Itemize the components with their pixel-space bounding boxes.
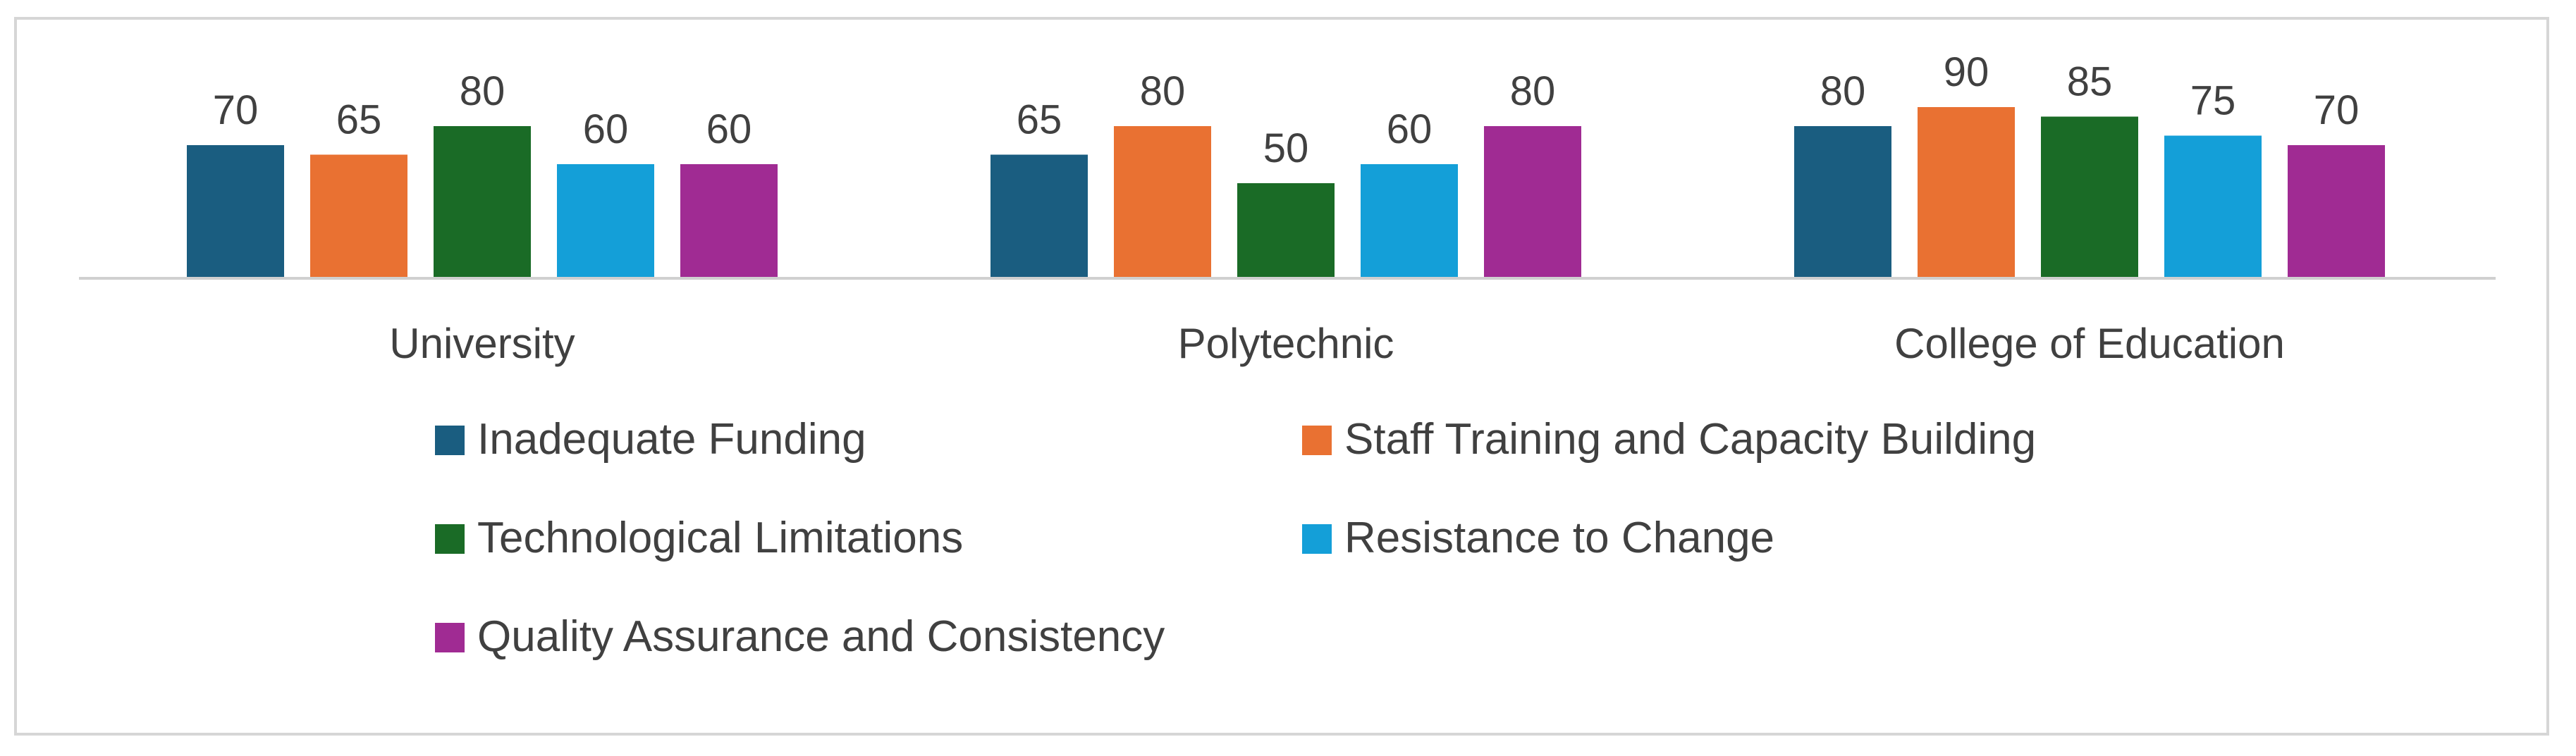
category-label-1: Polytechnic xyxy=(1178,320,1394,367)
bar-1-3 xyxy=(1361,164,1458,278)
data-labels-layer: 70 65 80 60 60 65 80 50 60 80 80 90 85 75 70 xyxy=(213,49,2360,171)
data-label-0-0: 70 xyxy=(213,87,259,133)
data-label-0-1: 65 xyxy=(336,97,382,143)
category-label-0: University xyxy=(389,320,575,367)
bar-1-4 xyxy=(1484,126,1581,278)
data-label-1-0: 65 xyxy=(1017,97,1062,143)
data-label-2-0: 80 xyxy=(1820,68,1866,114)
category-labels-layer: University Polytechnic College of Educatio… xyxy=(389,320,2285,367)
data-label-0-4: 60 xyxy=(706,106,752,152)
bar-1-2 xyxy=(1237,183,1335,278)
data-label-2-4: 70 xyxy=(2314,87,2360,133)
bar-2-3 xyxy=(2164,135,2262,278)
data-label-2-1: 90 xyxy=(1944,49,1989,95)
bar-1-0 xyxy=(990,154,1088,278)
legend: Inadequate Funding Staff Training and Cap… xyxy=(435,415,2036,661)
data-label-1-2: 50 xyxy=(1263,125,1309,171)
bar-2-4 xyxy=(2288,145,2385,278)
legend-swatch-0 xyxy=(435,426,465,455)
legend-swatch-1 xyxy=(1302,426,1332,455)
bar-1-1 xyxy=(1114,126,1211,278)
legend-swatch-3 xyxy=(1302,524,1332,554)
bar-0-4 xyxy=(680,164,778,278)
data-label-1-3: 60 xyxy=(1387,106,1433,152)
bar-2-0 xyxy=(1794,126,1891,278)
category-label-2: College of Education xyxy=(1894,320,2285,367)
bar-0-2 xyxy=(434,126,531,278)
legend-label-3: Resistance to Change xyxy=(1344,514,1774,562)
data-label-0-2: 80 xyxy=(460,68,505,114)
data-label-2-3: 75 xyxy=(2190,78,2236,124)
data-label-0-3: 60 xyxy=(583,106,629,152)
legend-label-4: Quality Assurance and Consistency xyxy=(477,612,1165,661)
bar-0-1 xyxy=(310,154,407,278)
legend-label-2: Technological Limitations xyxy=(477,514,963,562)
bar-2-2 xyxy=(2041,116,2138,278)
bar-0-0 xyxy=(187,145,284,278)
legend-label-1: Staff Training and Capacity Building xyxy=(1344,415,2036,464)
data-label-1-4: 80 xyxy=(1510,68,1556,114)
bar-0-3 xyxy=(557,164,654,278)
bar-2-1 xyxy=(1918,107,2015,278)
bars-layer xyxy=(187,107,2385,278)
legend-label-0: Inadequate Funding xyxy=(477,415,866,464)
data-label-1-1: 80 xyxy=(1140,68,1186,114)
data-label-2-2: 85 xyxy=(2067,59,2113,105)
legend-swatch-2 xyxy=(435,524,465,554)
legend-swatch-4 xyxy=(435,623,465,652)
